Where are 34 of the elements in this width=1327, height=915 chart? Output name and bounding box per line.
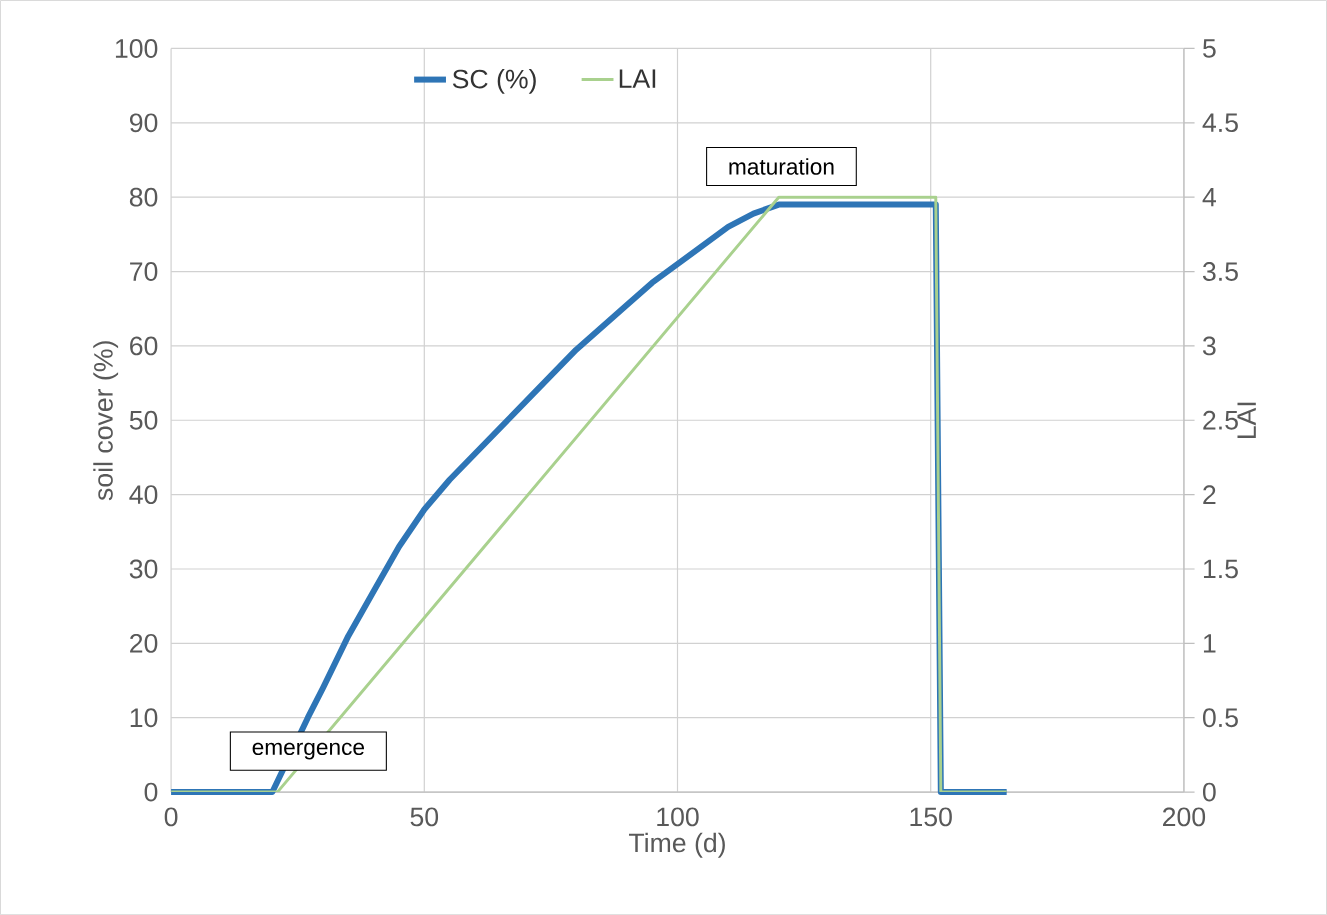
y-tick-label: 60	[130, 336, 158, 356]
y2-tick-label: 5	[1203, 39, 1216, 58]
legend-label: LAI	[619, 69, 656, 88]
x-tick-label: 0	[164, 807, 178, 827]
y-tick-label: 50	[129, 410, 158, 430]
x-tick-label: 50	[410, 807, 439, 827]
y-tick-label: 40	[129, 485, 158, 504]
y-tick-label: 90	[129, 113, 158, 133]
y-tick-label: 0	[144, 782, 158, 802]
y2-tick-label: 4.5	[1202, 113, 1238, 133]
legend-label: SC (%)	[452, 68, 536, 94]
y2-tick-label: 2.5	[1203, 410, 1238, 430]
y2-axis-title: LAI	[1237, 402, 1256, 438]
y2-tick-label: 3.5	[1202, 262, 1238, 281]
y2-tick-label: 1.5	[1203, 559, 1238, 579]
y-tick-label: 100	[115, 38, 158, 58]
y-axis-title: soil cover (%)	[93, 341, 119, 501]
y-tick-label: 10	[130, 708, 158, 728]
y-tick-label: 30	[129, 559, 158, 579]
y-tick-label: 80	[129, 187, 158, 207]
x-tick-label: 150	[910, 807, 952, 827]
y2-tick-label: 2	[1203, 485, 1216, 504]
y2-tick-label: 0.5	[1202, 708, 1238, 728]
x-axis-title: Time (d)	[629, 832, 725, 858]
y2-tick-label: 3	[1202, 336, 1216, 356]
y-tick-label: 70	[130, 262, 158, 281]
y2-tick-label: 1	[1203, 634, 1216, 653]
x-tick-label: 100	[657, 807, 699, 827]
x-tick-label: 200	[1163, 807, 1206, 827]
y2-tick-label: 4	[1202, 187, 1216, 207]
y2-tick-label: 0	[1202, 782, 1216, 802]
annotation: maturation	[729, 158, 834, 175]
y-tick-label: 20	[130, 633, 158, 653]
annotation: emergence	[252, 742, 365, 760]
